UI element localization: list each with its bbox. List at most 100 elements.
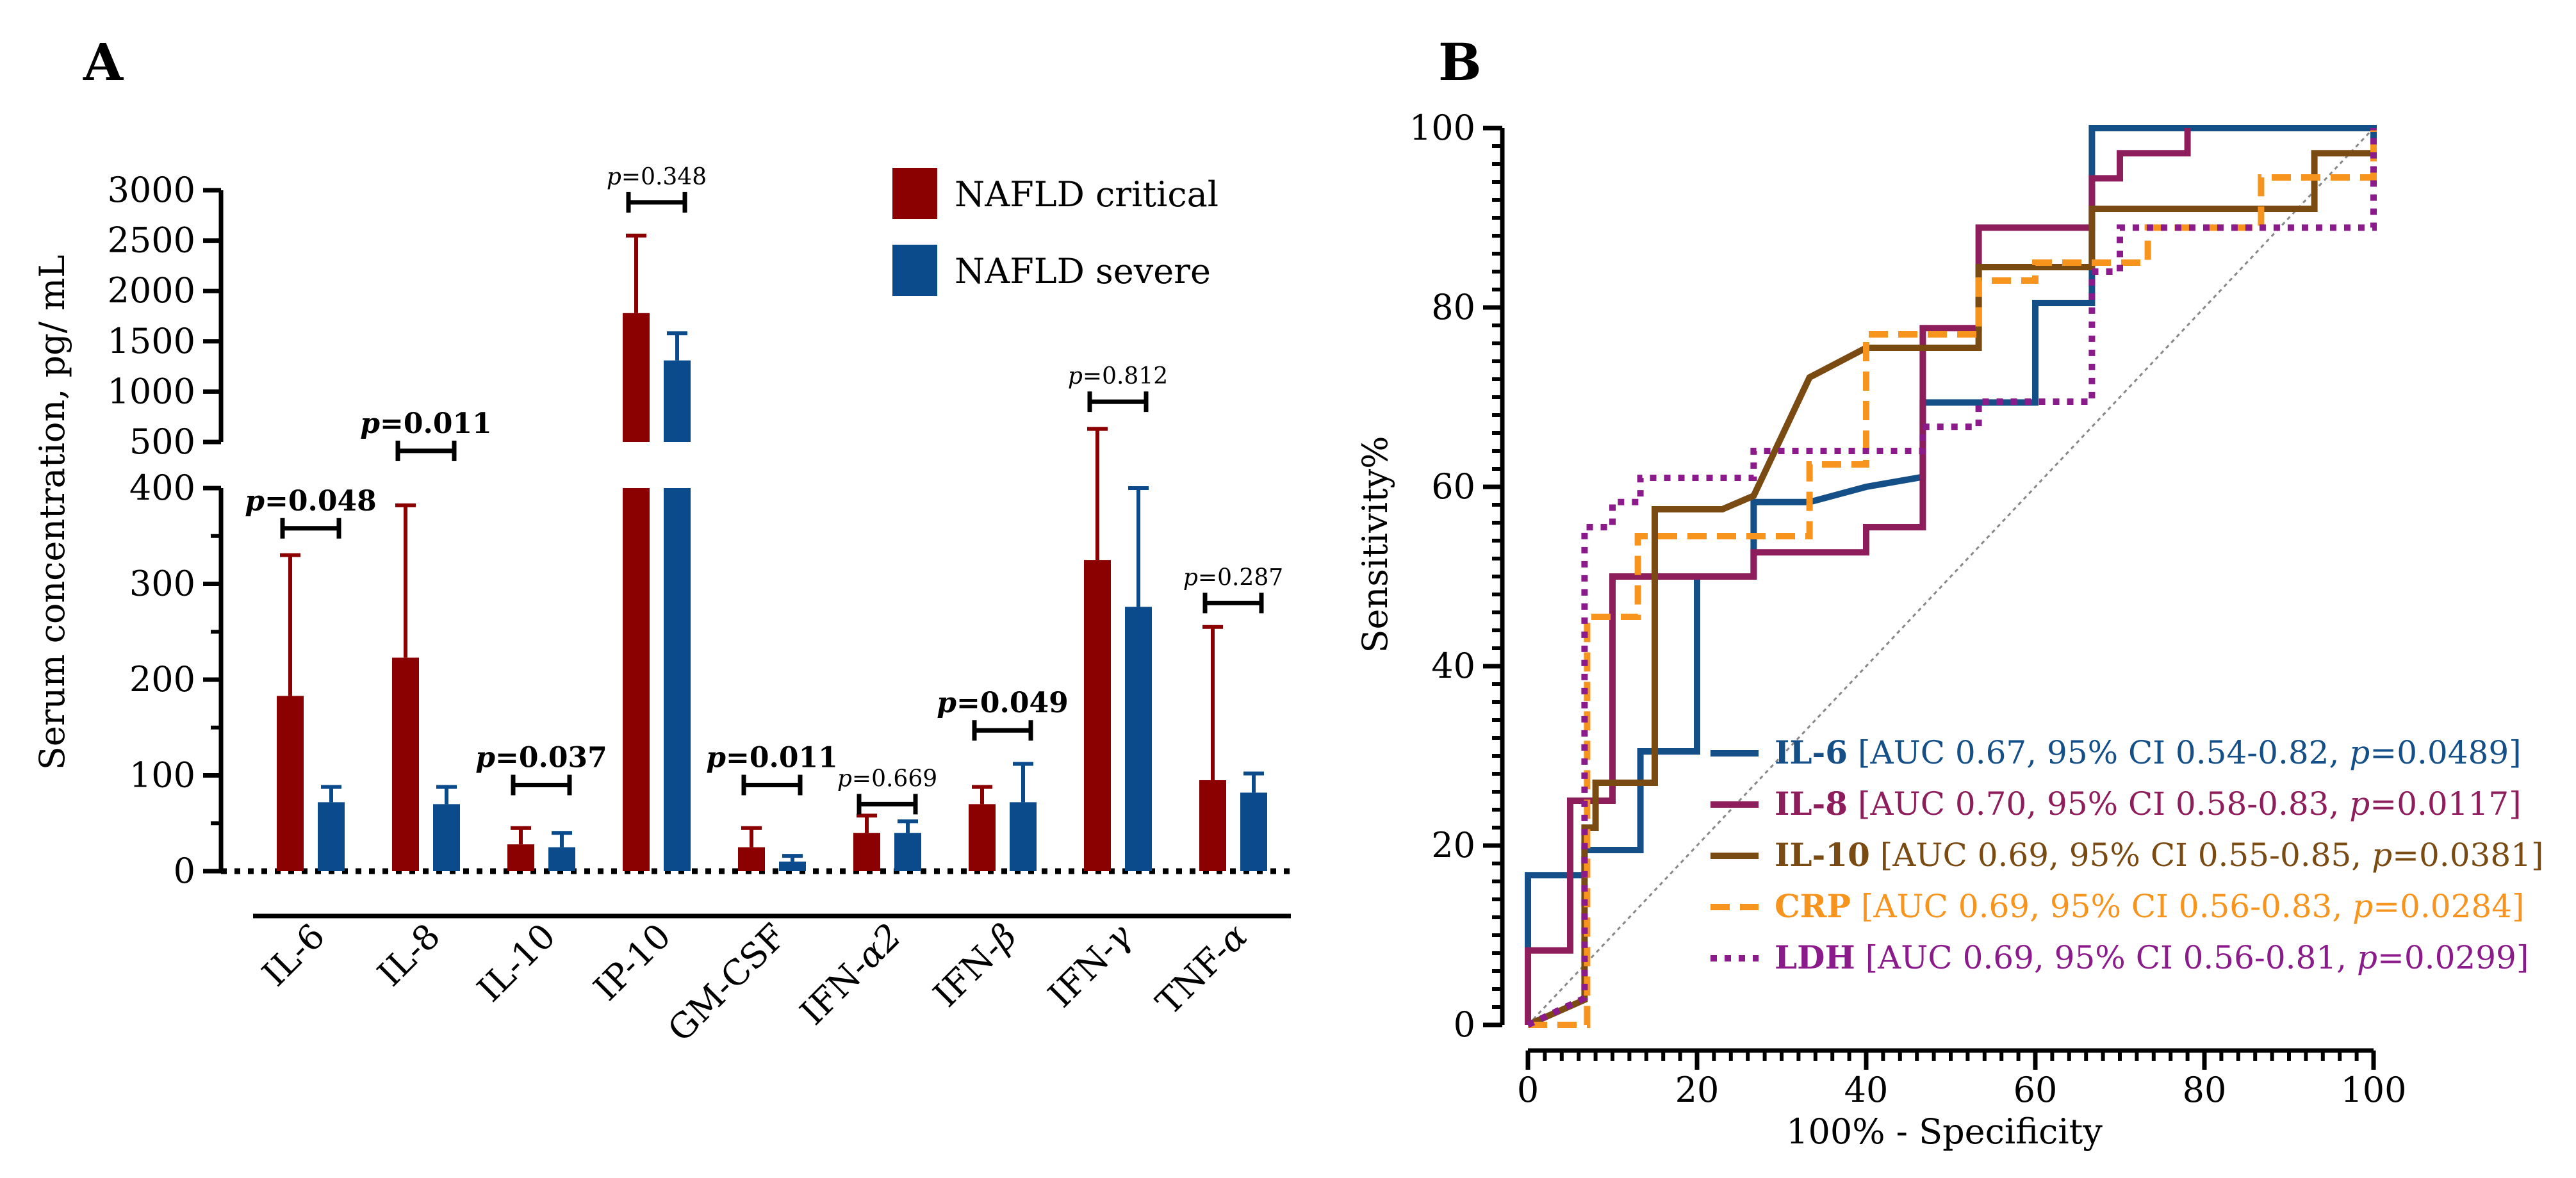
p-value-text: =0.049 — [956, 687, 1069, 719]
legend-p-prefix: p — [2349, 785, 2370, 822]
p-prefix: p — [607, 164, 621, 190]
legend-stats: [AUC 0.69, 95% CI 0.56-0.83, — [1851, 888, 2352, 925]
bar-nafld-severe-il-10 — [548, 847, 575, 871]
p-value-text: =0.011 — [380, 407, 492, 440]
category-text: IL-6 — [254, 916, 332, 994]
legend-p-prefix: p — [2352, 888, 2373, 925]
p-prefix: p — [475, 741, 495, 774]
p-value-label: p=0.011 — [706, 741, 837, 774]
legend-p-value: =0.0299] — [2377, 939, 2529, 976]
p-value-label: p=0.049 — [937, 687, 1068, 719]
y-tick-label: 2500 — [108, 220, 195, 261]
legend-entry-crp: CRP [AUC 0.69, 95% CI 0.56-0.83, p=0.028… — [1775, 887, 2525, 925]
bar-nafld-critical-ifn-α2 — [853, 833, 880, 871]
category-label-3: IP-10 — [586, 916, 678, 1009]
panel-a-p-values: p=0.048p=0.011p=0.037p=0.348p=0.011p=0.6… — [245, 164, 1283, 815]
panel-letter-b: B — [1438, 32, 1482, 92]
x-tick-label: 60 — [2014, 1070, 2058, 1110]
p-value-text: =0.812 — [1083, 363, 1168, 389]
legend-stats: [AUC 0.69, 95% CI 0.55-0.85, — [1870, 837, 2372, 874]
p-value-text: =0.287 — [1198, 564, 1283, 591]
legend-p-value: =0.0489] — [2370, 734, 2521, 771]
category-label-4: GM-CSF — [660, 916, 794, 1050]
bar-nafld-critical-ip-10 — [623, 488, 650, 871]
y-tick-label: 500 — [129, 421, 195, 462]
panel-b-y-axis-label: Sensitivity% — [1355, 436, 1395, 653]
legend-p-value: =0.0381] — [2392, 837, 2543, 874]
category-label-1: IL-8 — [370, 916, 448, 994]
bar-nafld-severe-il-6 — [318, 802, 345, 871]
p-value-text: =0.011 — [726, 741, 838, 774]
p-prefix: p — [360, 407, 380, 440]
panel-b-x-axis-label: 100% - Specificity — [1786, 1111, 2103, 1152]
legend-swatch-1 — [892, 245, 937, 296]
bar-nafld-severe-ifn-β — [1010, 802, 1037, 871]
bar-upper-segment — [623, 313, 650, 442]
panel-a-bar-chart: Serum concentration, pg/ mL 0 100 200 300 40… — [32, 164, 1291, 1050]
panel-a-bars — [277, 233, 1267, 871]
panel-a-y-axis-label: Serum concentration, pg/ mL — [32, 255, 72, 770]
roc-curve-ldh — [1526, 128, 2377, 1028]
legend-stats: [AUC 0.67, 95% CI 0.54-0.82, — [1848, 734, 2349, 771]
legend-p-value: =0.0284] — [2373, 888, 2524, 925]
y-tick-label: 300 — [129, 564, 195, 604]
p-prefix: p — [1068, 363, 1083, 389]
p-prefix: p — [1183, 564, 1198, 591]
category-label-7: IFN-γ — [1040, 915, 1140, 1015]
y-tick-label: 2000 — [108, 270, 195, 311]
bar-nafld-severe-gm-csf — [779, 862, 806, 871]
bar-nafld-severe-il-8 — [433, 804, 460, 871]
y-tick-label: 80 — [1431, 287, 1475, 327]
bar-nafld-critical-il-8 — [392, 657, 419, 871]
y-tick-label: 200 — [129, 659, 195, 699]
legend-entry-il-10: IL-10 [AUC 0.69, 95% CI 0.55-0.85, p=0.0… — [1775, 836, 2543, 874]
category-label-5: IFN-α2 — [792, 916, 910, 1033]
p-value-label: p=0.048 — [245, 485, 376, 518]
p-value-text: =0.037 — [495, 741, 607, 774]
x-tick-label: 80 — [2183, 1070, 2227, 1110]
roc-curve-il-10 — [1526, 150, 2374, 1028]
p-value-text: =0.669 — [852, 765, 937, 792]
bar-nafld-critical-gm-csf — [738, 847, 765, 871]
y-tick-label: 100 — [1409, 108, 1475, 148]
y-tick-label: 100 — [129, 755, 195, 796]
y-tick-label: 20 — [1431, 825, 1475, 865]
bar-upper-segment — [664, 360, 691, 442]
category-text: IP-10 — [586, 916, 678, 1009]
roc-curve-crp — [1528, 128, 2377, 1028]
bar-nafld-severe-tnf-α — [1240, 792, 1267, 871]
category-label-0: IL-6 — [254, 916, 332, 994]
y-tick-label: 0 — [174, 851, 195, 891]
bar-nafld-critical-ifn-β — [969, 804, 996, 871]
bar-nafld-severe-ifn-γ — [1125, 607, 1152, 871]
legend-p-prefix: p — [2349, 734, 2370, 771]
y-tick-label: 1500 — [108, 321, 195, 361]
legend-p-prefix: p — [2357, 939, 2377, 976]
p-value-text: =0.048 — [265, 485, 377, 518]
y-tick-label: 60 — [1431, 466, 1475, 507]
panel-b-roc-curves — [1525, 125, 2377, 1028]
category-label-6: IFN-β — [926, 916, 1025, 1015]
y-tick-label: 0 — [1454, 1004, 1475, 1045]
legend-series-name: IL-8 — [1775, 785, 1848, 822]
p-value-label: p=0.348 — [607, 164, 707, 190]
legend-p-value: =0.0117] — [2370, 785, 2521, 822]
category-text: GM-CSF — [660, 916, 794, 1050]
legend-stats: [AUC 0.70, 95% CI 0.58-0.83, — [1848, 785, 2349, 822]
legend-label-0: NAFLD critical — [955, 174, 1218, 215]
legend-entry-il-6: IL-6 [AUC 0.67, 95% CI 0.54-0.82, p=0.04… — [1775, 733, 2522, 771]
bar-nafld-critical-tnf-α — [1199, 780, 1226, 871]
bar-nafld-critical-il-10 — [507, 844, 534, 871]
y-tick-label: 1000 — [108, 371, 195, 411]
x-tick-label: 100 — [2340, 1070, 2406, 1110]
p-prefix: p — [706, 741, 726, 774]
legend-series-name: IL-6 — [1775, 733, 1848, 771]
legend-stats: [AUC 0.69, 95% CI 0.56-0.81, — [1855, 939, 2357, 976]
p-value-label: p=0.669 — [837, 765, 937, 792]
bar-nafld-severe-ifn-α2 — [894, 833, 921, 871]
panel-b-axes: 0 20 40 60 80 100 0 20 40 60 80 100 — [1409, 108, 2407, 1110]
legend-series-name: IL-10 — [1775, 836, 1870, 874]
panel-letter-a: A — [83, 32, 124, 92]
